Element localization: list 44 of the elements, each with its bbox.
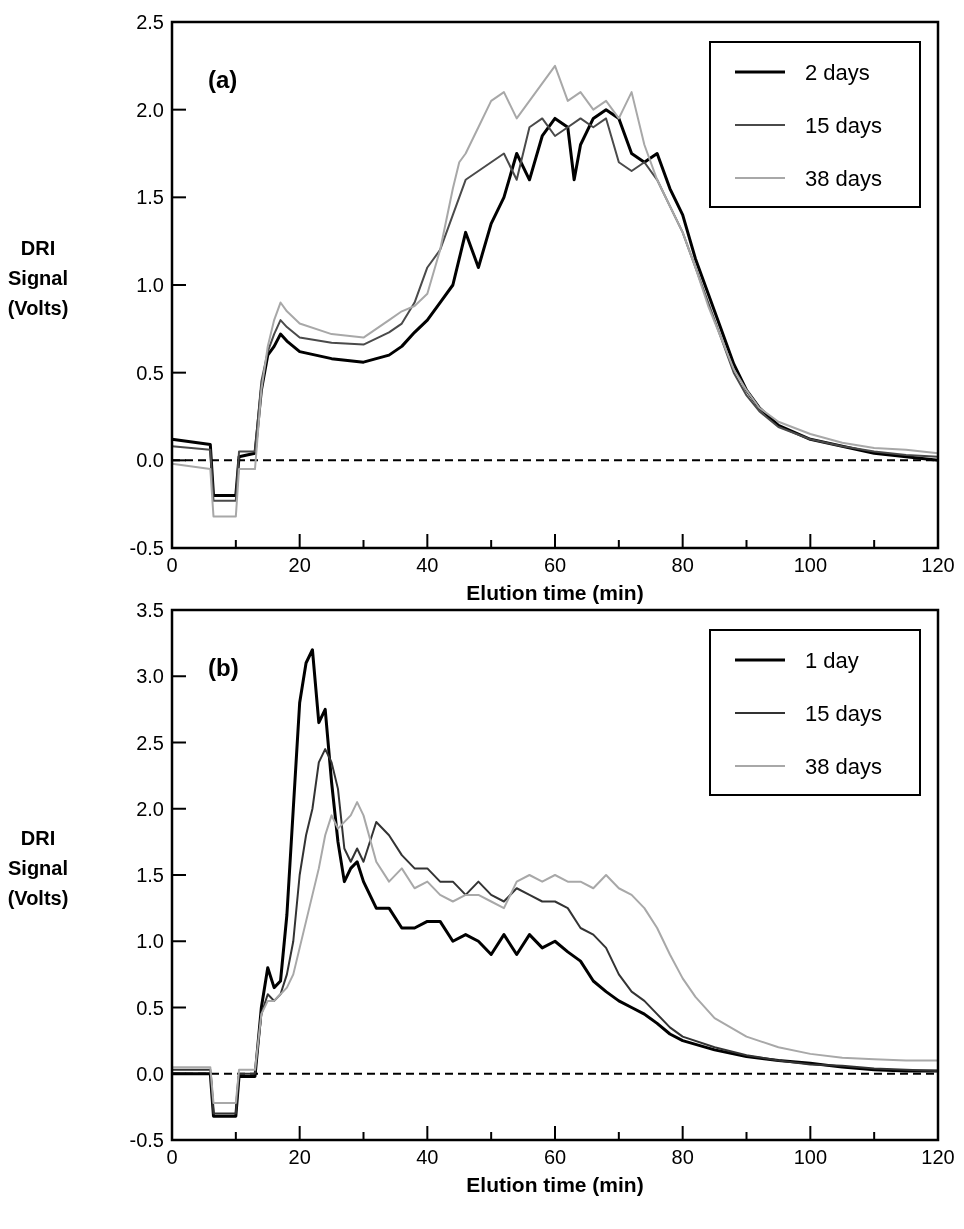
- x-tick-label: 100: [793, 1146, 828, 1168]
- line-series: [171, 748, 939, 1115]
- y-tick-label: 2.0: [136, 797, 164, 820]
- line-series: [171, 801, 939, 1104]
- x-tick-label: 100: [793, 554, 828, 576]
- y-axis-title: DRI Signal (Volts): [7, 237, 69, 319]
- y-tick-label: 2.5: [136, 11, 164, 33]
- x-tick-label: 80: [671, 554, 694, 576]
- x-tick-label: 40: [416, 1146, 439, 1168]
- legend-label: 38 days: [805, 754, 883, 779]
- x-axis-title: Elution time (min): [466, 581, 644, 604]
- x-tick-label: 20: [288, 554, 311, 576]
- y-tick-label: 0.5: [136, 996, 164, 1019]
- legend-label: 15 days: [805, 701, 883, 726]
- y-tick-label: 3.5: [136, 599, 164, 621]
- legend-label: 15 days: [805, 113, 883, 138]
- y-tick-label: 1.5: [136, 864, 164, 886]
- legend-label: 2 days: [805, 60, 870, 85]
- text: (a): [208, 66, 238, 93]
- x-tick-label: 20: [288, 1146, 311, 1168]
- y-tick-label: 0.5: [136, 361, 164, 384]
- legend-label: 38 days: [805, 166, 883, 191]
- y-tick-label: 2.0: [136, 98, 164, 121]
- x-tick-label: 80: [671, 1146, 694, 1168]
- y-tick-label: 2.5: [136, 731, 164, 754]
- x-axis-title: Elution time (min): [466, 1173, 644, 1196]
- x-tick-label: 40: [416, 554, 439, 576]
- x-tick-label: 120: [921, 554, 955, 576]
- y-tick-label: 1.5: [136, 186, 164, 209]
- text: (b): [208, 654, 239, 681]
- y-axis-title: DRI Signal (Volts): [7, 827, 69, 909]
- x-tick-label: 120: [921, 1146, 955, 1168]
- x-tick-label: 60: [543, 554, 567, 576]
- y-tick-label: -0.5: [129, 1129, 164, 1151]
- x-tick-label: 0: [166, 1146, 178, 1168]
- legend-label: 1 day: [805, 648, 859, 673]
- y-tick-label: 0.0: [136, 449, 164, 472]
- y-tick-label: 3.0: [136, 665, 164, 688]
- x-tick-label: 60: [543, 1146, 567, 1168]
- y-tick-label: 0.0: [136, 1062, 164, 1085]
- y-tick-label: 1.0: [136, 274, 164, 296]
- y-tick-label: -0.5: [129, 537, 164, 559]
- y-tick-label: 1.0: [136, 930, 164, 953]
- x-tick-label: 0: [166, 554, 178, 576]
